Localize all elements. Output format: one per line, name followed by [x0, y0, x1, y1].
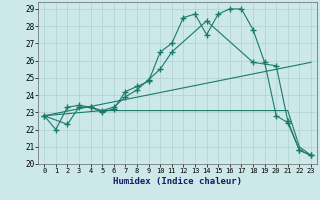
X-axis label: Humidex (Indice chaleur): Humidex (Indice chaleur)	[113, 177, 242, 186]
